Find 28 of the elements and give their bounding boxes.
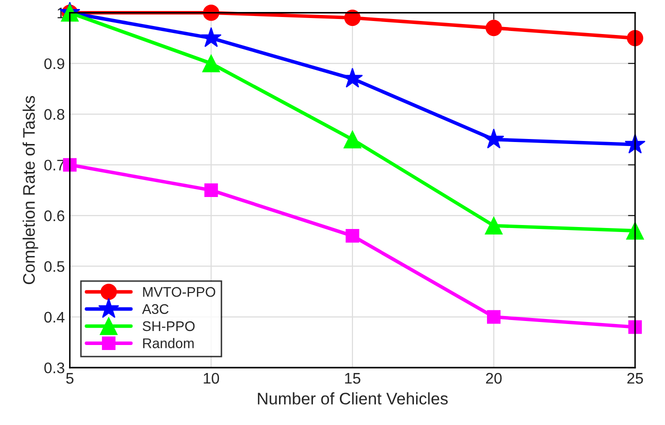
point: [484, 216, 503, 235]
point: [344, 130, 362, 148]
point: [202, 4, 220, 21]
y-tick-label: 0.3: [44, 362, 64, 374]
legend-label: MVTO-PPO: [143, 287, 216, 297]
point: [486, 20, 502, 36]
point: [200, 27, 222, 48]
point: [346, 229, 360, 243]
y-axis-title: Completion Rate of Tasks: [22, 96, 38, 284]
point: [204, 183, 218, 197]
x-tick-label: 10: [204, 372, 220, 384]
x-axis-title: Number of Client Vehicles: [258, 392, 448, 405]
x-tick-label: 15: [345, 373, 360, 384]
x-tick-label: 5: [66, 373, 74, 384]
point: [344, 10, 361, 26]
y-tick-label: 0.5: [44, 261, 64, 272]
legend-label: A3C: [142, 304, 169, 314]
point: [202, 54, 220, 72]
point: [486, 310, 501, 324]
legend-label: SH-PPO: [142, 321, 195, 332]
y-tick-label: 0.9: [44, 58, 64, 70]
x-tick-label: 25: [627, 372, 643, 384]
x-tick-label: 20: [486, 372, 502, 384]
legend-label: Random: [143, 338, 194, 348]
y-tick-label: 0.8: [44, 109, 64, 120]
y-tick-label: 0.6: [44, 210, 64, 222]
y-tick-label: 0.4: [44, 312, 65, 323]
point: [483, 128, 504, 148]
